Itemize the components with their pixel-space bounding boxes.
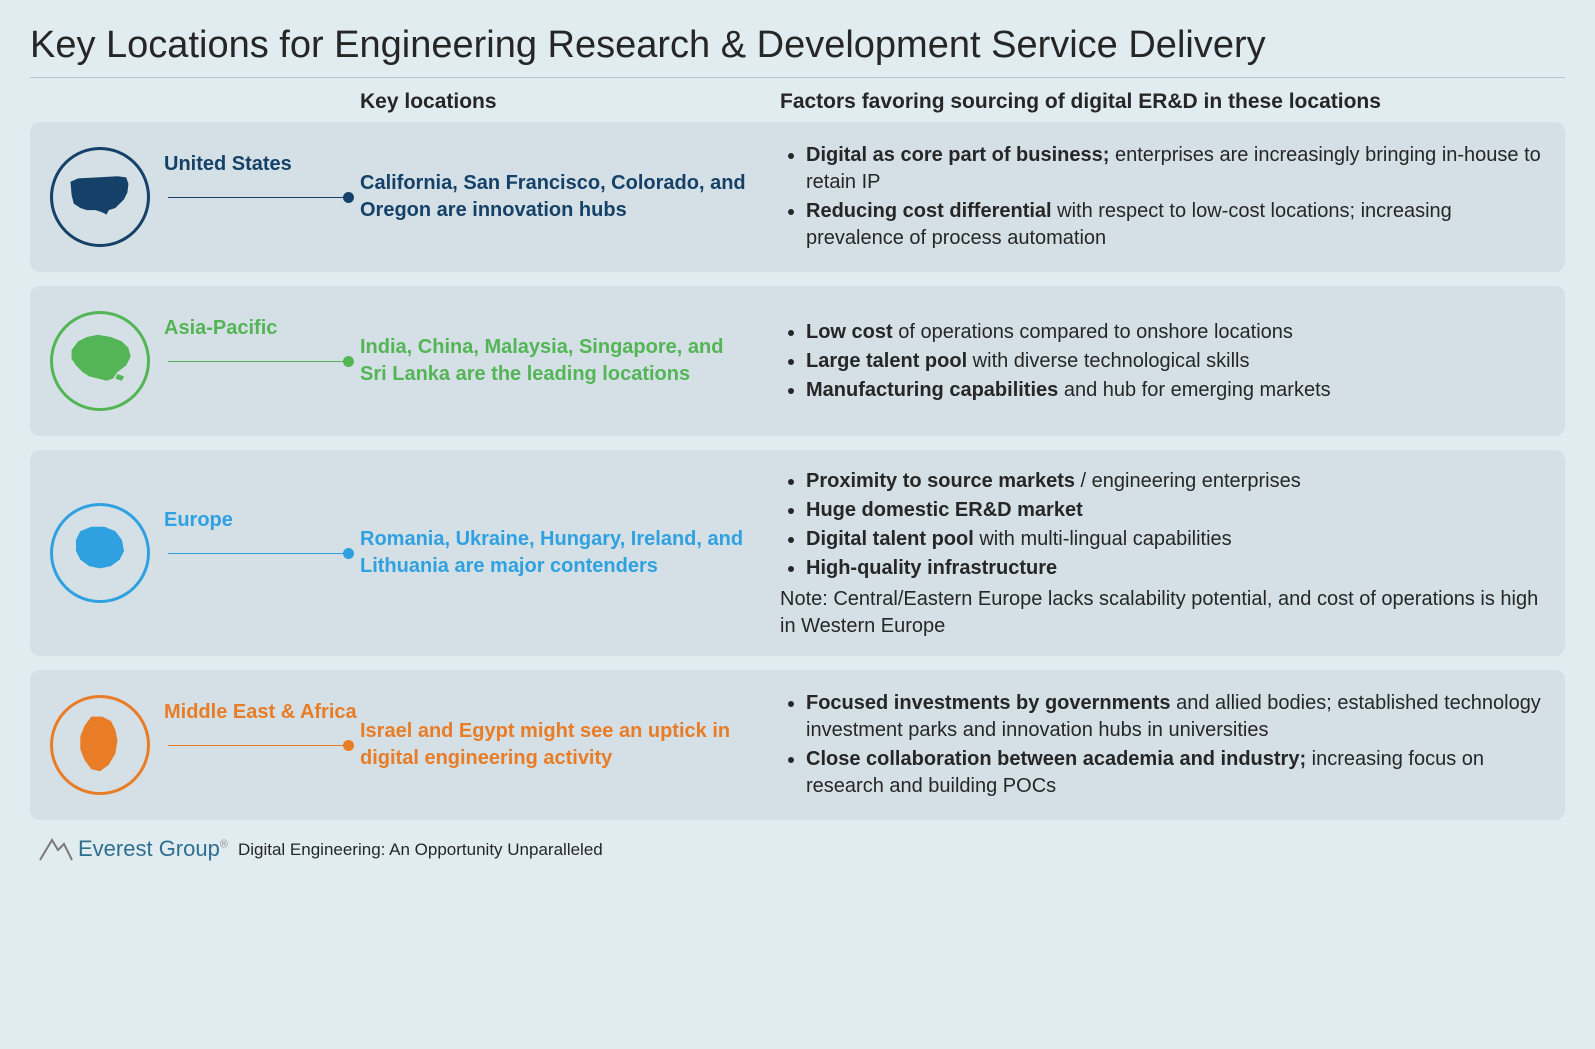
factors-list: Low cost of operations compared to onsho… bbox=[780, 319, 1541, 404]
factor-item: Large talent pool with diverse technolog… bbox=[806, 348, 1541, 375]
region-icon-circle bbox=[50, 147, 150, 247]
region-row-apac: Asia-Pacific India, China, Malaysia, Sing… bbox=[30, 286, 1565, 436]
factors-cell: Focused investments by governments and a… bbox=[780, 688, 1541, 802]
factors-list: Focused investments by governments and a… bbox=[780, 690, 1541, 800]
factors-cell: Low cost of operations compared to onsho… bbox=[780, 317, 1541, 406]
registered-mark: ® bbox=[220, 839, 228, 851]
region-name: United States bbox=[164, 153, 292, 175]
region-name: Europe bbox=[164, 509, 233, 531]
factors-note: Note: Central/Eastern Europe lacks scala… bbox=[780, 586, 1541, 640]
brand-name: Everest Group bbox=[78, 836, 220, 861]
connector-dot-icon bbox=[343, 548, 354, 559]
page-title: Key Locations for Engineering Research &… bbox=[30, 20, 1565, 78]
region-icon-circle bbox=[50, 311, 150, 411]
connector-dot-icon bbox=[343, 740, 354, 751]
region-icon-circle bbox=[50, 503, 150, 603]
factor-item: Close collaboration between academia and… bbox=[806, 746, 1541, 800]
us-map-icon bbox=[65, 162, 135, 232]
footer: Everest Group® Digital Engineering: An O… bbox=[30, 834, 1565, 862]
factors-list: Proximity to source markets / engineerin… bbox=[780, 468, 1541, 582]
connector-line bbox=[168, 197, 348, 198]
factor-item: Manufacturing capabilities and hub for e… bbox=[806, 377, 1541, 404]
connector-line bbox=[168, 361, 348, 362]
connector-dot-icon bbox=[343, 356, 354, 367]
factor-item: Digital as core part of business; enterp… bbox=[806, 142, 1541, 196]
region-row-eu: Europe Romania, Ukraine, Hungary, Ireland… bbox=[30, 450, 1565, 656]
key-locations-text: India, China, Malaysia, Singapore, and S… bbox=[360, 334, 780, 388]
factor-item: Low cost of operations compared to onsho… bbox=[806, 319, 1541, 346]
connector-line bbox=[168, 745, 348, 746]
region-name: Middle East & Africa bbox=[164, 701, 357, 723]
eu-map-icon bbox=[65, 518, 135, 588]
brand-logo: Everest Group® bbox=[38, 834, 228, 862]
factor-item: Focused investments by governments and a… bbox=[806, 690, 1541, 744]
connector-dot-icon bbox=[343, 192, 354, 203]
factors-cell: Digital as core part of business; enterp… bbox=[780, 140, 1541, 254]
key-locations-text: Israel and Egypt might see an uptick in … bbox=[360, 718, 780, 772]
factor-item: Digital talent pool with multi-lingual c… bbox=[806, 526, 1541, 553]
connector-line bbox=[168, 553, 348, 554]
region-row-mea: Middle East & AfricaIsrael and Egypt mig… bbox=[30, 670, 1565, 820]
region-name: Asia-Pacific bbox=[164, 317, 277, 339]
region-icon-circle bbox=[50, 695, 150, 795]
header-factors: Factors favoring sourcing of digital ER&… bbox=[780, 90, 1565, 114]
footer-tagline: Digital Engineering: An Opportunity Unpa… bbox=[238, 840, 603, 862]
factors-list: Digital as core part of business; enterp… bbox=[780, 142, 1541, 252]
column-headers: Key locations Factors favoring sourcing … bbox=[30, 90, 1565, 122]
factor-item: Reducing cost differential with respect … bbox=[806, 198, 1541, 252]
peak-icon bbox=[38, 834, 74, 862]
key-locations-text: Romania, Ukraine, Hungary, Ireland, and … bbox=[360, 526, 780, 580]
key-locations-text: California, San Francisco, Colorado, and… bbox=[360, 170, 780, 224]
header-locations: Key locations bbox=[360, 90, 780, 114]
factor-item: Huge domestic ER&D market bbox=[806, 497, 1541, 524]
factor-item: High-quality infrastructure bbox=[806, 555, 1541, 582]
factor-item: Proximity to source markets / engineerin… bbox=[806, 468, 1541, 495]
region-row-us: United States California, San Francisco, … bbox=[30, 122, 1565, 272]
mea-map-icon bbox=[65, 710, 135, 780]
apac-map-icon bbox=[65, 326, 135, 396]
factors-cell: Proximity to source markets / engineerin… bbox=[780, 466, 1541, 640]
